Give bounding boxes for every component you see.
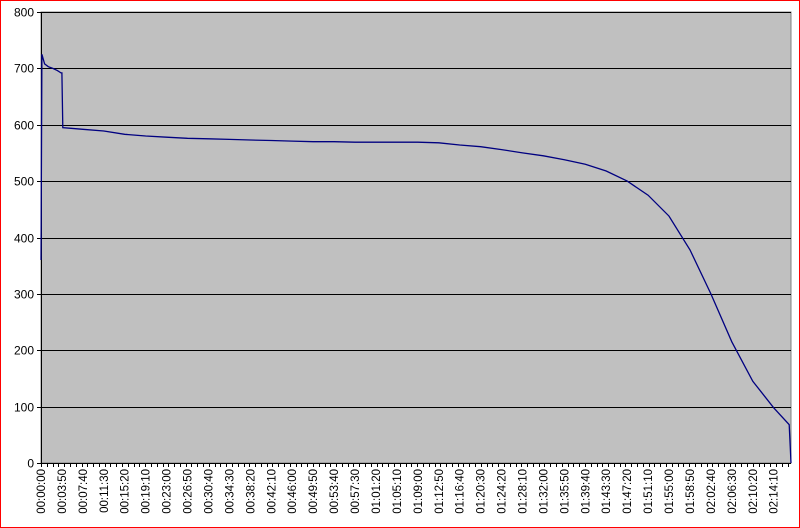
x-tick-label: 01:24:20 (497, 469, 509, 514)
x-tick-label: 01:58:50 (685, 469, 697, 514)
x-tick-label: 02:10:20 (748, 469, 760, 514)
x-tick-label: 00:38:20 (245, 469, 257, 514)
x-tick-label: 01:47:20 (622, 469, 634, 514)
x-tick-label: 02:14:10 (769, 469, 781, 514)
x-tick-label: 01:09:00 (413, 469, 425, 514)
x-tick-label: 00:23:00 (162, 469, 174, 514)
y-tick-label: 200 (14, 344, 34, 358)
y-tick-label: 500 (14, 175, 34, 189)
x-tick-label: 00:46:00 (287, 469, 299, 514)
x-tick-label: 01:55:00 (664, 469, 676, 514)
gridlines (41, 12, 791, 408)
x-tick-label: 00:15:20 (120, 469, 132, 514)
series-line (40, 54, 792, 464)
x-tick-label: 02:02:40 (706, 469, 718, 514)
x-tick-label: 00:07:40 (78, 469, 90, 514)
x-tick-label: 00:42:10 (266, 469, 278, 514)
x-tick-label: 01:20:30 (476, 469, 488, 514)
y-tick-label: 0 (27, 457, 34, 471)
x-tick-label: 01:05:10 (392, 469, 404, 514)
x-tick-label: 00:19:10 (141, 469, 153, 514)
x-tick-label: 01:43:30 (601, 469, 613, 514)
x-tick-label: 00:26:50 (183, 469, 195, 514)
plot-area (40, 11, 792, 464)
x-tick-label: 00:00:00 (36, 469, 48, 514)
x-tick-label: 00:03:50 (57, 469, 69, 514)
y-tick-label: 100 (14, 401, 34, 415)
y-tick-label: 400 (14, 232, 34, 246)
x-tick-label: 01:35:50 (559, 469, 571, 514)
x-tick-label: 01:01:20 (371, 469, 383, 514)
y-tick-label: 700 (14, 62, 34, 76)
x-tick-label: 00:34:30 (224, 469, 236, 514)
x-tick-label: 00:49:50 (308, 469, 320, 514)
x-tick-label: 02:06:30 (727, 469, 739, 514)
y-tick-label: 800 (14, 6, 34, 20)
x-tick-label: 01:51:10 (643, 469, 655, 514)
x-tick-label: 00:11:30 (99, 469, 111, 513)
x-tick-label: 00:57:30 (350, 469, 362, 514)
x-tick-label: 00:53:40 (329, 469, 341, 514)
x-tick-label: 01:16:40 (455, 469, 467, 514)
y-tick-label: 600 (14, 119, 34, 133)
x-tick-label: 01:32:00 (538, 469, 550, 514)
y-tick-label: 300 (14, 288, 34, 302)
x-tick-label: 01:12:50 (434, 469, 446, 514)
x-tick-label: 00:30:40 (203, 469, 215, 514)
y-axis: 0 100 200 300 400 500 600 700 800 (14, 6, 42, 471)
x-axis: 00:00:00 00:03:50 00:07:40 00:11:30 00:15:20… (36, 463, 791, 514)
x-tick-label: 01:28:10 (517, 469, 529, 514)
x-tick-label: 01:39:40 (580, 469, 592, 514)
